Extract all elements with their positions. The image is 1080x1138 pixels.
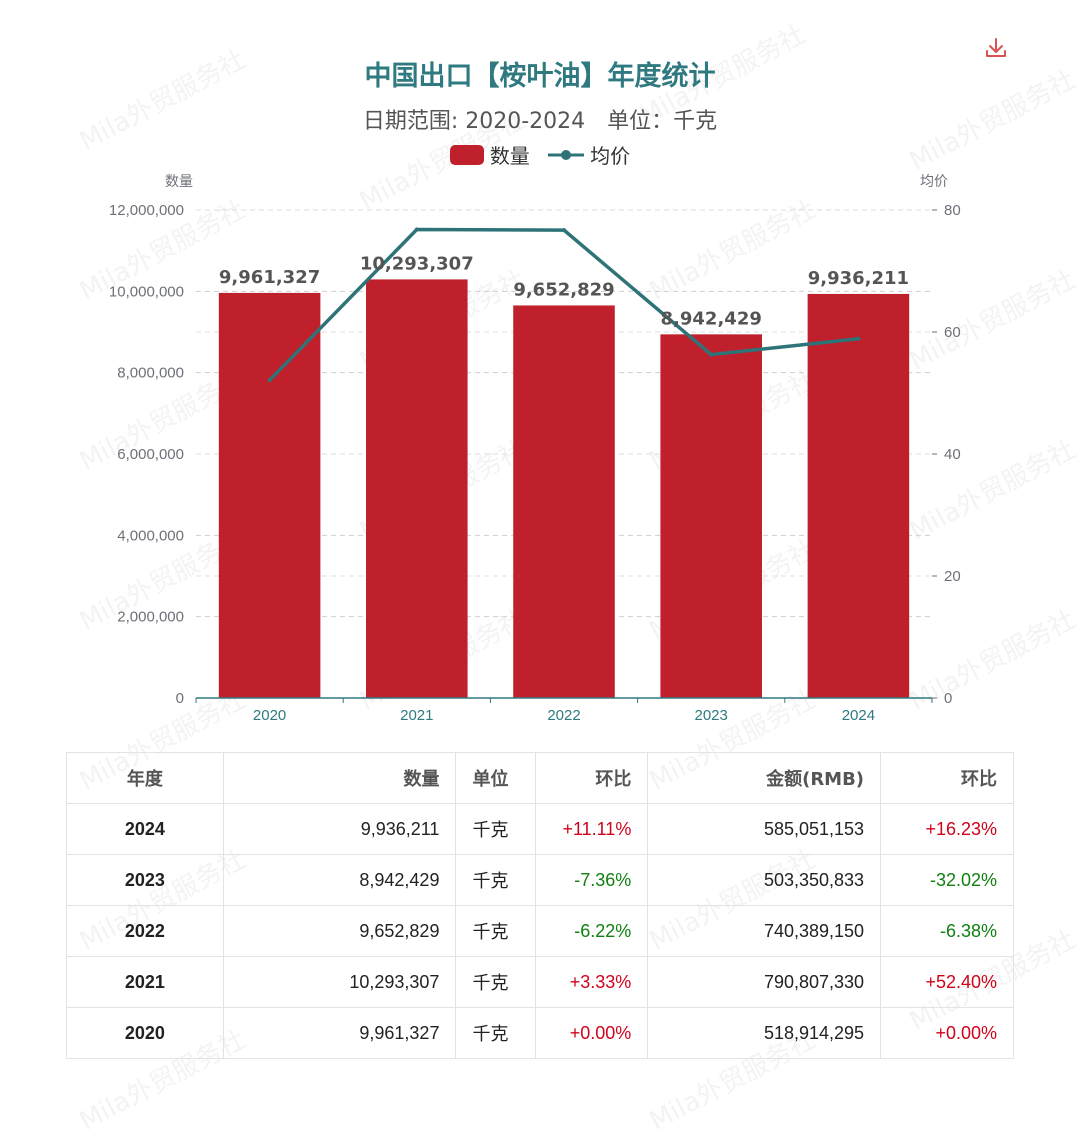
x-tick-label: 2020 [253,707,286,724]
table-row: 2023 8,942,429 千克 -7.36% 503,350,833 -32.02% [66,854,1014,906]
axes: 0 2,000,000 4,000,000 6,000,000 8,000,000 10,… [109,174,961,724]
header-qty-change: 环比 [535,752,649,804]
cell-quantity: 9,652,829 [222,905,457,957]
header-unit: 单位 [455,752,537,804]
date-range: 日期范围: 2020-2024 [362,109,586,134]
cell-qty-change: +3.33% [535,956,649,1008]
cell-year: 2022 [66,905,224,957]
chart-title: 中国出口【桉叶油】年度统计 [364,61,716,92]
cell-amount: 585,051,153 [647,803,882,855]
unit-label: 单位：千克 [607,109,718,134]
cell-unit: 千克 [455,956,537,1008]
table-row: 2020 9,961,327 千克 +0.00% 518,914,295 +0.00% [66,1007,1014,1059]
price-point-2023 [709,352,714,357]
y-left-tick-label: 10,000,000 [109,283,184,300]
price-point-2020 [267,378,272,383]
cell-amount-change: -32.02% [880,854,1014,906]
y-right-tick-label: 0 [944,690,952,707]
cell-amount-change: +16.23% [880,803,1014,855]
bar-2023 [660,334,762,698]
bar-labels: 9,961,327 10,293,307 9,652,829 8,942,429 9,9… [219,253,909,329]
y-left-tick-label: 12,000,000 [109,202,184,219]
legend-line-swatch [548,149,585,160]
bar-value-label: 9,961,327 [219,267,320,288]
download-icon[interactable] [984,36,1008,60]
bar-2021 [366,279,468,698]
x-tick-label: 2022 [547,707,580,724]
cell-amount: 740,389,150 [647,905,882,957]
y-right-axis-name: 均价 [920,174,948,190]
cell-amount: 790,807,330 [647,956,882,1008]
bar-value-label: 8,942,429 [661,308,762,329]
y-left-tick-label: 6,000,000 [117,446,184,463]
line-series [267,227,861,383]
bar-value-label: 9,652,829 [513,279,614,300]
cell-quantity: 9,936,211 [222,803,457,855]
legend-label-quantity: 数量 [489,144,530,168]
x-tick-label: 2023 [695,707,728,724]
header-quantity: 数量 [222,752,457,804]
bar-2022 [513,305,615,698]
y-left-tick-label: 2,000,000 [117,609,184,626]
table-row: 2021 10,293,307 千克 +3.33% 790,807,330 +52.40% [66,956,1014,1008]
bar-series [218,279,910,698]
cell-amount: 503,350,833 [647,854,882,906]
legend-item-quantity[interactable]: 数量 [449,140,530,169]
stats-table: 年度 数量 单位 环比 金额(RMB) 环比 2024 9,936,211 千克 +1… [66,752,1014,1059]
table-row: 2022 9,652,829 千克 -6.22% 740,389,150 -6.38% [66,905,1014,957]
y-left-tick-label: 0 [176,690,184,707]
cell-unit: 千克 [455,905,537,957]
bar-value-label: 9,936,211 [808,268,909,289]
cell-unit: 千克 [455,803,537,855]
bar-2020 [218,292,321,698]
x-tick-label: 2021 [400,707,433,724]
legend-bar-swatch [449,144,484,165]
y-left-tick-label: 4,000,000 [117,527,184,544]
price-point-2022 [562,228,566,233]
table-header-row: 年度 数量 单位 环比 金额(RMB) 环比 [66,752,1014,804]
price-point-2024 [856,336,861,341]
cell-unit: 千克 [455,1007,537,1059]
header-amount: 金额(RMB) [647,752,882,804]
cell-unit: 千克 [455,854,537,906]
cell-qty-change: +0.00% [535,1007,649,1059]
table-row: 2024 9,936,211 千克 +11.11% 585,051,153 +16.23% [66,803,1014,855]
cell-year: 2024 [66,803,224,855]
y-right-tick-label: 20 [944,568,961,585]
y-right-tick-label: 60 [944,324,961,341]
cell-quantity: 8,942,429 [222,854,457,906]
y-left-axis-name: 数量 [165,174,193,190]
cell-year: 2023 [66,854,224,906]
cell-amount-change: +52.40% [880,956,1014,1008]
cell-quantity: 10,293,307 [222,956,457,1008]
chart-legend: 数量 均价 [0,140,1080,170]
header-amount-change: 环比 [880,752,1014,804]
y-left-tick-label: 8,000,000 [117,365,184,382]
y-right-tick-label: 40 [944,446,961,463]
legend-label-price: 均价 [590,144,631,168]
cell-year: 2020 [66,1007,224,1059]
cell-amount-change: -6.38% [880,905,1014,957]
bar-2024 [807,293,910,698]
cell-year: 2021 [66,956,224,1008]
cell-qty-change: -6.22% [535,905,649,957]
cell-qty-change: -7.36% [535,854,649,906]
chart-subtitle: 日期范围: 2020-2024 单位：千克 [0,103,1080,135]
header-year: 年度 [66,752,224,804]
combo-chart: 0 2,000,000 4,000,000 6,000,000 8,000,000 10,… [109,174,961,724]
bar-value-label: 10,293,307 [360,253,474,274]
cell-amount-change: +0.00% [880,1007,1014,1059]
cell-amount: 518,914,295 [647,1007,882,1059]
cell-qty-change: +11.11% [535,803,649,855]
y-right-tick-label: 80 [944,202,961,219]
legend-item-price[interactable]: 均价 [546,140,630,169]
x-tick-label: 2024 [842,707,875,724]
price-point-2021 [414,227,419,232]
cell-quantity: 9,961,327 [222,1007,457,1059]
